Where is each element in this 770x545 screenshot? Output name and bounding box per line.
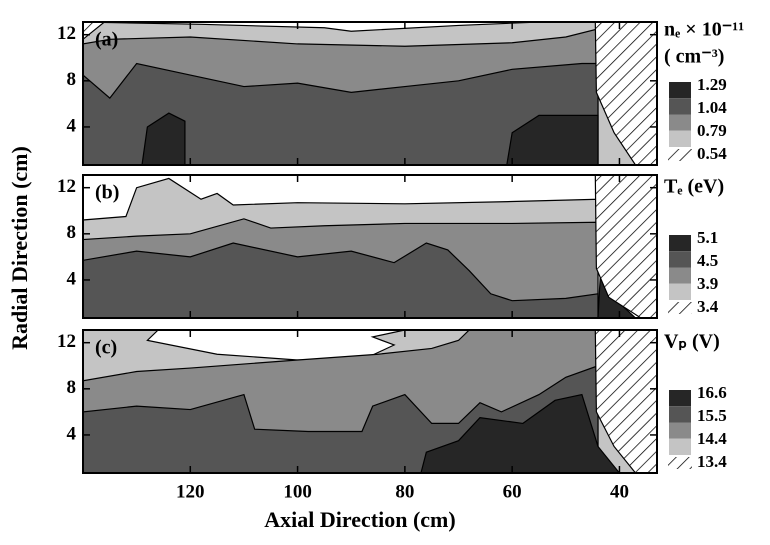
legend-swatch bbox=[669, 114, 691, 131]
legend-swatch bbox=[669, 406, 691, 423]
legend-swatch bbox=[669, 82, 691, 99]
x-tick-label: 80 bbox=[395, 481, 414, 502]
contour-region bbox=[82, 242, 599, 319]
x-tick-label: 120 bbox=[176, 481, 205, 502]
legend-label: 3.4 bbox=[697, 297, 719, 316]
panel-label: (b) bbox=[95, 182, 119, 204]
legend-label: 15.5 bbox=[697, 406, 727, 425]
legend-swatch bbox=[669, 251, 691, 268]
legend-label: 13.4 bbox=[697, 452, 727, 471]
legend-swatch bbox=[669, 267, 691, 284]
x-tick-label: 100 bbox=[283, 481, 312, 502]
legend-swatch bbox=[669, 235, 691, 252]
hatch-key bbox=[668, 149, 692, 161]
plot-frame bbox=[82, 21, 658, 166]
legend-label: 5.1 bbox=[697, 228, 718, 247]
legend-swatch bbox=[669, 98, 691, 115]
legend-swatch bbox=[669, 130, 691, 147]
y-tick-label: 4 bbox=[67, 423, 77, 444]
x-axis-label: Axial Direction (cm) bbox=[264, 507, 455, 532]
legend-label: 16.6 bbox=[697, 383, 727, 402]
legend-label: 4.5 bbox=[697, 251, 718, 270]
hatch-key bbox=[668, 457, 692, 469]
y-tick-label: 4 bbox=[67, 268, 77, 289]
y-tick-label: 8 bbox=[67, 69, 77, 90]
legend-swatch bbox=[669, 422, 691, 439]
contour-region bbox=[420, 393, 621, 474]
legend-label: 14.4 bbox=[697, 429, 727, 448]
legend-title: nₑ × 10⁻¹¹ bbox=[664, 19, 744, 41]
legend-swatch bbox=[669, 438, 691, 455]
y-axis-label: Radial Direction (cm) bbox=[7, 146, 32, 350]
contour-region bbox=[82, 62, 599, 166]
legend-title: ( cm⁻³) bbox=[664, 46, 724, 68]
x-tick-label: 40 bbox=[610, 481, 629, 502]
panel-label: (a) bbox=[95, 29, 118, 51]
legend-swatch bbox=[669, 283, 691, 300]
plot-frame bbox=[82, 174, 658, 319]
plot-frame bbox=[82, 329, 658, 474]
y-tick-label: 8 bbox=[67, 222, 77, 243]
y-tick-label: 8 bbox=[67, 377, 77, 398]
y-tick-label: 4 bbox=[67, 115, 77, 136]
y-tick-label: 12 bbox=[57, 176, 76, 197]
panel-label: (c) bbox=[95, 337, 117, 359]
legend-title: Tₑ (eV) bbox=[664, 176, 724, 198]
legend-label: 0.54 bbox=[697, 144, 727, 163]
y-tick-label: 12 bbox=[57, 23, 76, 44]
hatch-key bbox=[668, 302, 692, 314]
legend-title: Vₚ (V) bbox=[664, 331, 720, 353]
legend-label: 1.04 bbox=[697, 98, 727, 117]
legend-label: 0.79 bbox=[697, 121, 727, 140]
legend-label: 1.29 bbox=[697, 75, 727, 94]
x-tick-label: 60 bbox=[503, 481, 522, 502]
y-tick-label: 12 bbox=[57, 331, 76, 352]
legend-swatch bbox=[669, 390, 691, 407]
legend-label: 3.9 bbox=[697, 274, 718, 293]
